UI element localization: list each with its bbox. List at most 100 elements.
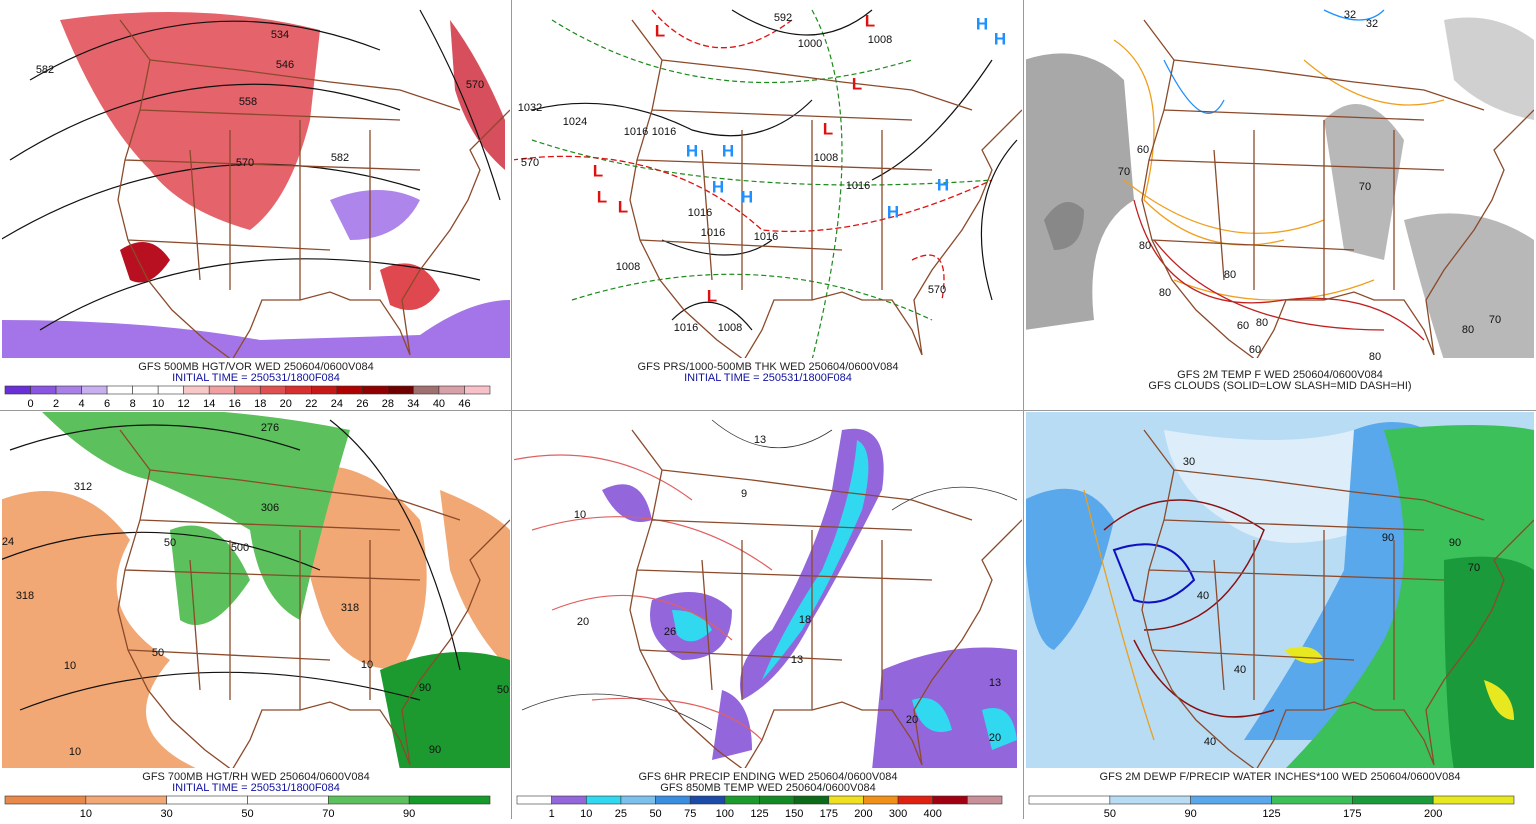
panel: 32 32 70 60 80 80 80 60 80 70 80 70 60 80 GFS 2M TEMP …: [1118, 9, 1501, 392]
map-label: 40: [1234, 664, 1246, 676]
map-label: 70: [1489, 314, 1501, 326]
map-label: H: [741, 187, 753, 206]
colorbar-swatch: [793, 795, 830, 805]
caption: INITIAL TIME = 250531/1800F084: [684, 372, 852, 384]
panel: 276 312 24 318 10 10 50 500 318 10 90 90 50 306 50 GFS …: [2, 422, 509, 820]
map-label: 500: [231, 542, 249, 554]
colorbar-swatch: [413, 385, 440, 395]
colorbar-swatch: [585, 795, 622, 805]
colorbar-label: 70: [322, 808, 334, 819]
panel: 30 90 90 40 40 40 70 GFS 2M DEWP F/PRECIP WATER…: [1028, 456, 1515, 820]
colorbar-label: 26: [356, 398, 368, 410]
map-label: 90: [419, 682, 431, 694]
colorbar-swatch: [166, 795, 248, 805]
map-label: 80: [1139, 240, 1151, 252]
map-label: 60: [1249, 344, 1261, 356]
colorbar-swatch: [551, 795, 587, 805]
map-label: 1008: [868, 34, 892, 46]
colorbar-label: 175: [1343, 808, 1361, 819]
colorbar-label: 300: [889, 808, 907, 819]
map-label: 70: [1118, 166, 1130, 178]
colorbar-swatch: [4, 385, 31, 395]
colorbar-swatch: [408, 795, 491, 805]
colorbar-swatch: [4, 795, 87, 805]
colorbar-label: 18: [254, 398, 266, 410]
colorbar-label: 50: [1104, 808, 1116, 819]
map-label: 10: [69, 746, 81, 758]
map-label: 40: [1197, 590, 1209, 602]
map-label: 1016: [688, 207, 712, 219]
map-label: L: [618, 197, 628, 216]
colorbar-label: 28: [382, 398, 394, 410]
colorbar-swatch: [106, 385, 133, 395]
map-label: 534: [271, 29, 289, 41]
map-label: 80: [1369, 351, 1381, 363]
map-label: 10: [574, 509, 586, 521]
map-label: H: [994, 29, 1006, 48]
colorbar-label: 16: [229, 398, 241, 410]
map-label: 80: [1256, 317, 1268, 329]
map-label: 50: [164, 537, 176, 549]
map-label: 13: [754, 434, 766, 446]
colorbar-swatch: [464, 385, 491, 395]
colorbar-label: 2: [53, 398, 59, 410]
colorbar-swatch: [1190, 795, 1272, 805]
map-label: 20: [577, 616, 589, 628]
map-label: 50: [497, 684, 509, 696]
map-label: 1016: [674, 322, 698, 334]
caption: GFS 2M DEWP F/PRECIP WATER INCHES*100 WE…: [1100, 771, 1461, 783]
colorbar-label: 8: [130, 398, 136, 410]
colorbar-swatch: [516, 795, 552, 805]
colorbar-label: 0: [27, 398, 33, 410]
map-label: L: [597, 187, 607, 206]
colorbar-swatch: [932, 795, 968, 805]
colorbar-swatch: [724, 795, 760, 805]
colorbar-label: 30: [161, 808, 173, 819]
colorbar-label: 14: [203, 398, 215, 410]
map-label: 582: [331, 152, 349, 164]
map-label: 570: [521, 157, 539, 169]
colorbar-swatch: [897, 795, 934, 805]
map-prs-thk: [514, 9, 1022, 358]
caption: GFS 2M TEMP F WED 250604/0600V084: [1177, 369, 1383, 381]
colorbar-label: 6: [104, 398, 110, 410]
colorbar-swatch: [438, 385, 465, 395]
colorbar-label: 10: [152, 398, 164, 410]
colorbar-label: 20: [280, 398, 292, 410]
panel: 582 534 546 558 570 582 570 GFS 500MB HGT/VOR W…: [4, 29, 491, 410]
caption: GFS PRS/1000-500MB THK WED 250604/0600V0…: [638, 361, 899, 373]
colorbar-swatch: [311, 385, 338, 395]
map-label: 1000: [798, 38, 822, 50]
colorbar-label: 1: [549, 808, 555, 819]
map-label: L: [707, 286, 717, 305]
caption: GFS 500MB HGT/VOR WED 250604/0600V084: [138, 361, 373, 373]
map-label: 312: [74, 481, 92, 493]
map-label: 20: [989, 732, 1001, 744]
colorbar-swatch: [157, 385, 184, 395]
colorbar-label: 400: [924, 808, 942, 819]
colorbar-swatch: [362, 385, 389, 395]
map-label: L: [823, 119, 833, 138]
map-label: 60: [1137, 144, 1149, 156]
colorbar-swatch: [336, 385, 363, 395]
colorbar-swatch: [828, 795, 864, 805]
colorbar-swatch: [208, 385, 236, 395]
colorbar-swatch: [759, 795, 795, 805]
colorbar-label: 46: [458, 398, 470, 410]
map-label: 306: [261, 502, 279, 514]
map-label: H: [686, 141, 698, 160]
map-label: 70: [1468, 562, 1480, 574]
colorbar-swatch: [132, 385, 159, 395]
colorbar-swatch: [85, 795, 167, 805]
caption: INITIAL TIME = 250531/1800F084: [172, 782, 340, 794]
colorbar-swatch: [1271, 795, 1353, 805]
map-label: L: [593, 161, 603, 180]
colorbar-label: 25: [615, 808, 627, 819]
map-label: L: [852, 74, 862, 93]
map-500mb: [2, 9, 510, 358]
colorbar-swatch: [55, 385, 82, 395]
map-label: 90: [1449, 537, 1461, 549]
map-label: 1016: [846, 180, 870, 192]
